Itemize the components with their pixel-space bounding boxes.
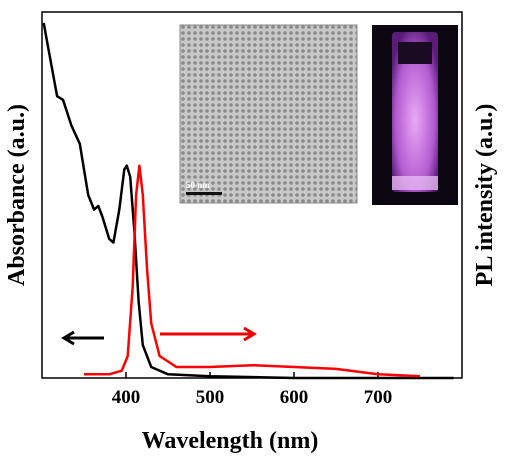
y2-axis-label: PL intensity (a.u.) — [472, 104, 498, 287]
arrow-left — [61, 330, 104, 346]
x-axis-label: Wavelength (nm) — [142, 428, 319, 454]
x-tick-label: 700 — [364, 387, 393, 408]
x-tick-label: 400 — [112, 387, 141, 408]
scale-label: 50 nm — [186, 180, 210, 190]
tem-inset: 50 nm — [179, 24, 358, 204]
x-tick-label: 500 — [196, 387, 225, 408]
data-line — [84, 164, 421, 378]
data-line — [42, 22, 454, 380]
x-tick-label: 600 — [280, 387, 309, 408]
y-axis-label: Absorbance (a.u.) — [4, 104, 30, 286]
cuvette-photo — [372, 25, 458, 205]
arrow-right — [160, 326, 257, 342]
